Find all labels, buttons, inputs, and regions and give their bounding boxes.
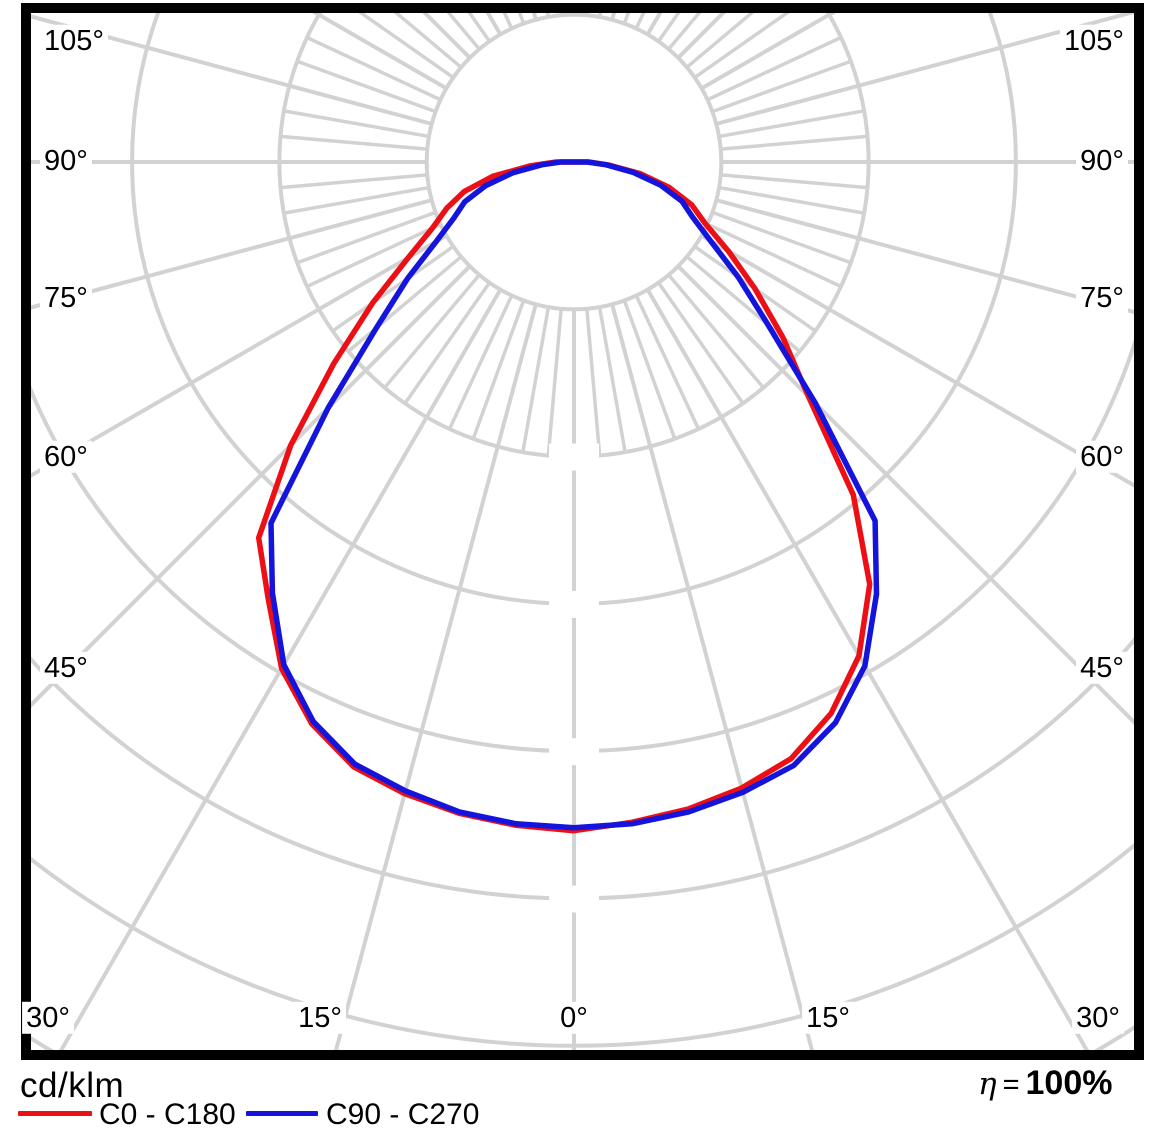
curve-c90-c270 xyxy=(268,159,880,831)
grid-fine-spoke xyxy=(720,134,868,151)
legend-label-c90-c270: C90 - C270 xyxy=(326,1098,480,1131)
grid-fine-spoke xyxy=(403,281,491,405)
grid-fine-spoke xyxy=(331,245,455,333)
grid-fine-spoke xyxy=(706,222,842,289)
grid-major-spoke xyxy=(31,198,433,310)
grid-fine-spoke xyxy=(546,308,563,456)
grid-major-spoke xyxy=(676,13,726,60)
ring-value-gap xyxy=(549,738,599,766)
grid-fine-spoke xyxy=(685,13,755,69)
grid-fine-spoke xyxy=(711,210,852,265)
grid-fine-spoke xyxy=(667,13,702,51)
eta-equals: = xyxy=(1002,1069,1020,1101)
ring-value-gap xyxy=(549,590,599,618)
grid-major-spoke xyxy=(31,264,472,708)
grid-fine-spoke xyxy=(657,13,681,43)
grid-fine-spoke xyxy=(447,294,514,430)
legend-swatch-c90-c270 xyxy=(246,1111,318,1116)
grid-major-spoke xyxy=(59,288,503,1050)
unit-label: cd/klm xyxy=(20,1066,125,1105)
grid-major-spoke xyxy=(31,14,433,126)
grid-fine-spoke xyxy=(718,185,865,215)
grid-fine-spoke xyxy=(720,173,868,190)
legend-label-c0-c180: C0 - C180 xyxy=(99,1098,236,1131)
plot-area: 105° 90° 75° 60° 45° 105° 90° 75° 60° 45° 30° 15° 0°… xyxy=(21,3,1144,1060)
grid-fine-spoke xyxy=(283,185,430,215)
grid-fine-spoke xyxy=(597,306,627,453)
grid-major-spoke xyxy=(715,13,1134,126)
polar-grid-and-curves xyxy=(31,13,1134,1050)
grid-major-spoke xyxy=(645,288,1089,1050)
curve-c0-c180 xyxy=(255,159,873,834)
eta-symbol: η xyxy=(978,1066,997,1102)
grid-fine-spoke xyxy=(634,294,701,430)
grid-fine-spoke xyxy=(693,13,790,79)
grid-major-spoke xyxy=(700,233,1134,488)
legend-swatch-c0-c180 xyxy=(18,1111,92,1116)
grid-major-spoke xyxy=(700,13,837,91)
grid-fine-spoke xyxy=(622,13,631,25)
grid-fine-spoke xyxy=(358,13,455,79)
grid-fine-spoke xyxy=(585,308,602,456)
efficiency-label: η = 100% xyxy=(978,1064,1112,1103)
eta-value: 100% xyxy=(1025,1064,1113,1102)
grid-fine-spoke xyxy=(657,281,745,405)
ring-value-gap xyxy=(549,443,599,471)
grid-major-spoke xyxy=(31,233,448,478)
grid-fine-spoke xyxy=(517,13,526,25)
grid-fine-spoke xyxy=(347,255,463,353)
grid-fine-spoke xyxy=(711,59,852,114)
grid-fine-spoke xyxy=(446,13,481,51)
grid-major-spoke xyxy=(715,198,1134,315)
grid-major-spoke xyxy=(333,303,538,1050)
grid-fine-spoke xyxy=(296,59,437,114)
grid-fine-spoke xyxy=(393,13,463,69)
grid-fine-spoke xyxy=(471,299,526,440)
grid-fine-spoke xyxy=(306,35,442,102)
grid-fine-spoke xyxy=(467,13,491,43)
ring-value-gap xyxy=(549,885,599,913)
grid-fine-spoke xyxy=(283,109,430,139)
grid-fine-spoke xyxy=(280,134,428,151)
grid-fine-spoke xyxy=(306,222,442,289)
grid-fine-spoke xyxy=(383,273,481,389)
grid-fine-spoke xyxy=(280,173,428,190)
grid-major-spoke xyxy=(610,303,815,1050)
grid-fine-spoke xyxy=(706,35,842,102)
grid-major-spoke xyxy=(311,13,448,91)
grid-fine-spoke xyxy=(521,306,551,453)
grid-fine-spoke xyxy=(718,109,865,139)
grid-fine-spoke xyxy=(296,210,437,265)
grid-fine-spoke xyxy=(622,299,677,440)
grid-fine-spoke xyxy=(667,273,765,389)
grid-major-spoke xyxy=(676,264,1134,725)
